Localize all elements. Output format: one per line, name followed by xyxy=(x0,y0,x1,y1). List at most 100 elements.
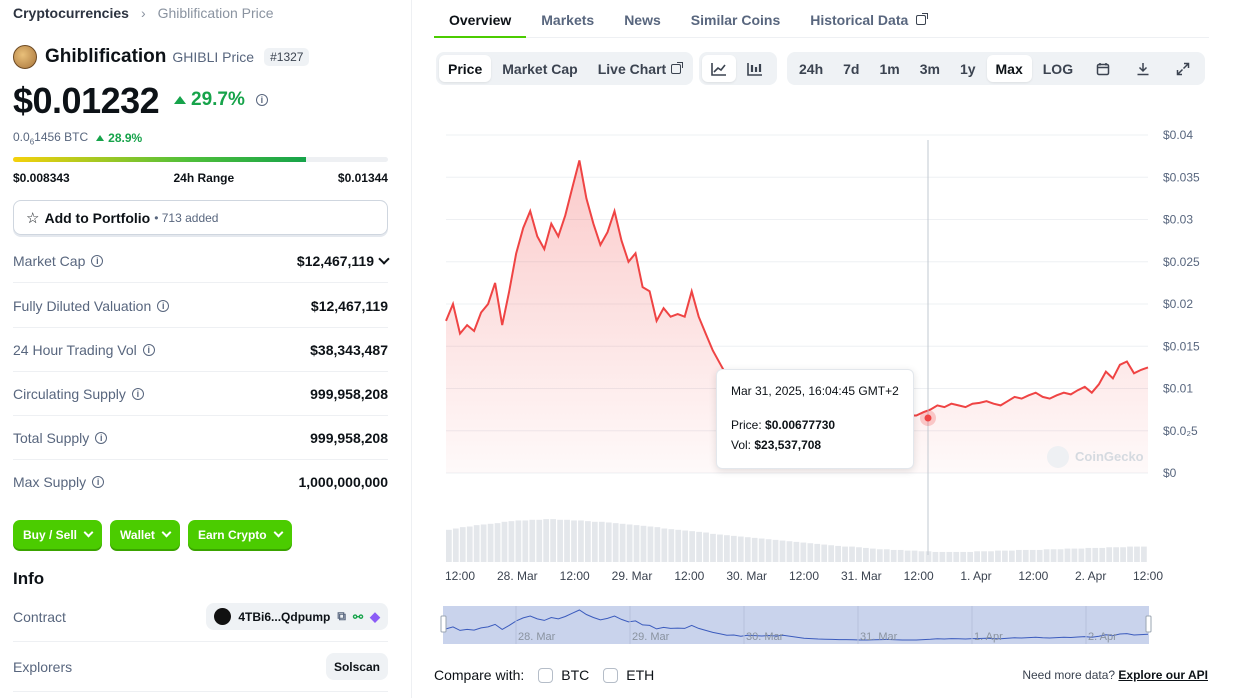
time-range-selector: 24h 7d 1m 3m 1y Max LOG xyxy=(787,52,1206,85)
info-icon[interactable]: i xyxy=(91,254,104,267)
explore-api-link[interactable]: Explore our API xyxy=(1118,668,1208,682)
phantom-icon[interactable]: ◆ xyxy=(370,608,380,624)
volume-bar xyxy=(1022,549,1029,562)
up-arrow-icon xyxy=(96,135,105,142)
add-to-portfolio-button[interactable]: ☆ Add to Portfolio • 713 added xyxy=(13,200,388,235)
volume-bar xyxy=(918,551,925,562)
stat-label: Market Cap xyxy=(13,252,86,269)
navigator[interactable]: 28. Mar 29. Mar 30. Mar 31. Mar 1. Apr 2. Apr xyxy=(440,606,1152,644)
range-3m[interactable]: 3m xyxy=(919,60,940,77)
wallet-button[interactable]: Wallet xyxy=(110,520,180,549)
price-chart[interactable]: $0 $0.0₂5 $0.01 $0.015 $0.02 $0.025 $0.03 $0.03… xyxy=(412,100,1240,660)
price-change: 29.7% i xyxy=(174,89,268,111)
mode-price[interactable]: Price xyxy=(439,55,492,82)
calendar-icon[interactable] xyxy=(1084,55,1122,82)
coin-header: Ghiblification GHIBLI Price #1327 xyxy=(13,45,310,69)
range-24h[interactable]: 24h xyxy=(799,60,824,77)
mode-market-cap[interactable]: Market Cap xyxy=(502,60,578,77)
line-chart-icon[interactable] xyxy=(702,55,736,82)
breadcrumb-root[interactable]: Cryptocurrencies xyxy=(13,5,129,21)
volume-bar xyxy=(807,543,814,562)
explorers-row: Explorers Solscan xyxy=(13,642,388,692)
contract-pill[interactable]: 4TBi6...Qdpump ⧉ ⚯ ◆ xyxy=(206,603,388,630)
range-1m[interactable]: 1m xyxy=(879,60,900,77)
link-icon[interactable]: ⚯ xyxy=(352,609,363,624)
volume-bar xyxy=(800,542,807,562)
volume-bar xyxy=(890,549,897,562)
volume-bar xyxy=(869,548,876,562)
range-max[interactable]: Max xyxy=(986,55,1032,82)
volume-bar xyxy=(564,519,570,562)
info-icon[interactable]: i xyxy=(95,431,108,444)
coin-logo xyxy=(13,45,37,69)
btc-price: 0.061456 BTC 28.9% xyxy=(13,130,142,146)
stat-value: $12,467,119 xyxy=(296,252,374,269)
volume-bar xyxy=(932,551,939,562)
x-tick-label: 30. Mar xyxy=(726,569,767,583)
volume-bar xyxy=(452,528,459,562)
download-icon[interactable] xyxy=(1124,55,1162,82)
tab-similar-coins[interactable]: Similar Coins xyxy=(690,12,781,28)
volume-bar xyxy=(515,520,522,562)
volume-bar xyxy=(953,551,960,562)
range-1y[interactable]: 1y xyxy=(959,60,976,77)
candlestick-chart-icon[interactable] xyxy=(738,55,772,82)
info-icon[interactable]: i xyxy=(131,387,144,400)
volume-bar xyxy=(897,549,904,562)
navigator-handle-right[interactable] xyxy=(1145,615,1152,633)
tab-historical-data[interactable]: Historical Data xyxy=(795,0,941,38)
stat-max-supply: Max Supply i 1,000,000,000 xyxy=(13,460,388,504)
chart-type-selector xyxy=(699,52,777,85)
chart-tooltip: Mar 31, 2025, 16:04:45 GMT+2 Price: $0.0… xyxy=(716,369,914,469)
info-icon[interactable]: i xyxy=(142,343,155,356)
explorers-label: Explorers xyxy=(13,658,73,675)
buy-sell-button[interactable]: Buy / Sell xyxy=(13,520,103,549)
volume-bar xyxy=(960,551,967,562)
coin-symbol: GHIBLI Price xyxy=(172,49,255,65)
range-low: $0.008343 xyxy=(13,171,70,185)
volume-bar xyxy=(675,529,682,562)
stat-value: $12,467,119 xyxy=(310,297,388,314)
volume-bar xyxy=(1141,546,1147,562)
info-icon[interactable]: i xyxy=(255,94,268,106)
y-tick-label: $0.01 xyxy=(1163,382,1193,396)
chevron-down-icon[interactable] xyxy=(378,252,390,265)
fullscreen-icon[interactable] xyxy=(1164,55,1202,82)
tooltip-price: Price: $0.00677730 xyxy=(731,418,836,432)
compare-eth-label[interactable]: ETH xyxy=(626,667,655,683)
explorer-solscan-button[interactable]: Solscan xyxy=(325,653,388,680)
range-7d[interactable]: 7d xyxy=(843,60,860,77)
range-log[interactable]: LOG xyxy=(1042,60,1074,77)
volume-bar xyxy=(904,550,911,562)
info-icon[interactable]: i xyxy=(157,299,170,312)
volume-bar xyxy=(814,543,821,562)
volume-bar xyxy=(1002,550,1008,562)
navigator-handle-left[interactable] xyxy=(440,615,447,633)
volume-bar xyxy=(786,541,793,562)
volume-bar xyxy=(605,522,612,562)
volume-bar xyxy=(730,535,737,562)
volume-bar xyxy=(571,520,577,562)
volume-bar xyxy=(1134,546,1140,562)
stat-circulating-supply: Circulating Supply i 999,958,208 xyxy=(13,372,388,416)
volume-bar xyxy=(1085,547,1092,562)
volume-bar xyxy=(557,519,563,562)
earn-crypto-button[interactable]: Earn Crypto xyxy=(187,520,292,549)
volume-bar xyxy=(925,551,932,562)
x-tick-label: 12:00 xyxy=(1018,569,1048,583)
compare-btc-checkbox[interactable] xyxy=(538,667,554,683)
copy-icon[interactable]: ⧉ xyxy=(337,609,346,623)
compare-btc-label[interactable]: BTC xyxy=(561,667,590,683)
stat-label: Total Supply xyxy=(13,429,90,446)
compare-eth-checkbox[interactable] xyxy=(603,667,619,683)
tab-news[interactable]: News xyxy=(624,12,661,28)
info-icon[interactable]: i xyxy=(92,476,105,488)
tab-overview[interactable]: Overview xyxy=(434,0,527,38)
navigator-label: 29. Mar xyxy=(632,631,670,643)
stat-volume: 24 Hour Trading Vol i $38,343,487 xyxy=(13,328,388,372)
volume-bar xyxy=(703,532,709,562)
volume-bar xyxy=(758,538,765,562)
mode-live-chart[interactable]: Live Chart xyxy=(589,55,690,82)
up-arrow-icon xyxy=(174,96,186,104)
tab-markets[interactable]: Markets xyxy=(541,12,595,28)
